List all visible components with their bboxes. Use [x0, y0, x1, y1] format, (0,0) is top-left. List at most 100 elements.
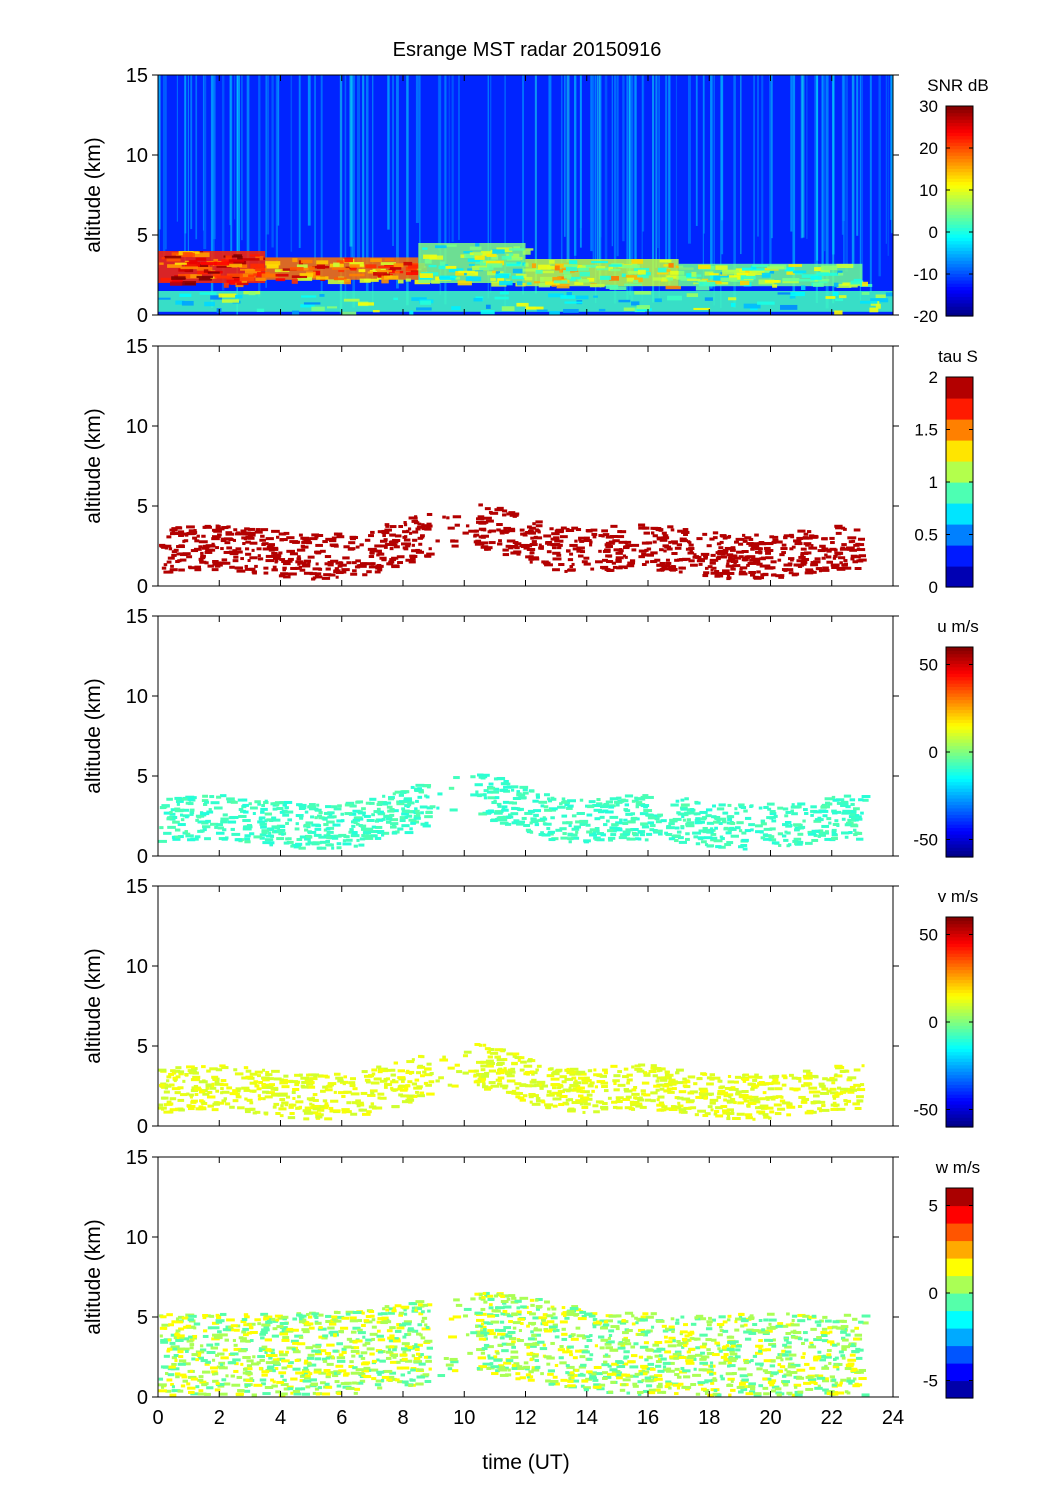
echo-pixel	[341, 568, 350, 572]
echo-pixel	[771, 540, 777, 544]
echo-pixel	[409, 1378, 416, 1382]
echo-pixel	[680, 798, 685, 802]
echo-pixel	[652, 534, 658, 538]
echo-pixel	[173, 835, 181, 839]
echo-pixel	[233, 1068, 238, 1072]
snr-streak	[444, 75, 447, 305]
snr-streak	[487, 75, 489, 266]
echo-pixel	[328, 573, 336, 577]
snr-speckle	[752, 264, 769, 267]
snr-speckle	[213, 258, 219, 264]
echo-pixel	[353, 816, 361, 820]
echo-pixel	[682, 818, 686, 822]
echo-pixel	[583, 562, 591, 566]
echo-pixel	[161, 804, 170, 808]
echo-pixel	[245, 1378, 253, 1382]
echo-pixel	[730, 821, 736, 825]
echo-pixel	[774, 540, 783, 544]
echo-pixel	[758, 541, 765, 545]
echo-pixel	[487, 1064, 494, 1068]
snr-speckle	[474, 255, 485, 260]
echo-pixel	[685, 837, 690, 841]
echo-pixel	[557, 1086, 562, 1090]
echo-pixel	[484, 1294, 488, 1298]
echo-pixel	[811, 570, 817, 574]
echo-pixel	[707, 1105, 713, 1109]
echo-pixel	[361, 833, 366, 837]
echo-pixel	[379, 544, 387, 548]
colorbar-segment	[946, 930, 973, 935]
echo-pixel	[733, 556, 739, 560]
echo-pixel	[546, 826, 551, 830]
echo-pixel	[328, 1322, 337, 1326]
echo-pixel	[214, 825, 219, 829]
echo-pixel	[297, 555, 301, 559]
snr-speckle	[161, 257, 167, 260]
echo-pixel	[340, 812, 344, 816]
echo-pixel	[211, 1333, 221, 1337]
echo-pixel	[699, 1345, 707, 1349]
echo-pixel	[599, 815, 605, 819]
snr-streak	[437, 75, 440, 251]
echo-pixel	[821, 537, 828, 541]
echo-pixel	[561, 814, 568, 818]
snr-speckle	[445, 244, 457, 247]
echo-pixel	[663, 1089, 672, 1093]
echo-pixel	[693, 1357, 697, 1361]
snr-speckle	[559, 276, 567, 280]
echo-pixel	[295, 1371, 304, 1375]
echo-pixel	[689, 811, 695, 815]
colorbar-segment	[946, 181, 973, 186]
echo-pixel	[265, 1070, 270, 1074]
echo-pixel	[298, 1317, 303, 1321]
colorbar-segment	[946, 1051, 973, 1056]
echo-pixel	[767, 1116, 772, 1120]
echo-pixel	[338, 833, 347, 837]
echo-pixel	[530, 818, 537, 822]
echo-pixel	[385, 814, 393, 818]
echo-pixel	[400, 1366, 410, 1370]
echo-pixel	[388, 1311, 395, 1315]
echo-pixel	[225, 1102, 231, 1106]
echo-pixel	[634, 796, 638, 800]
snr-streak	[579, 75, 582, 229]
snr-speckle	[492, 270, 499, 274]
echo-pixel	[826, 817, 832, 821]
echo-pixel	[212, 1102, 220, 1106]
echo-pixel	[194, 1077, 200, 1081]
echo-pixel	[220, 820, 228, 824]
echo-pixel	[245, 540, 251, 544]
echo-pixel	[520, 544, 530, 548]
snr-speckle	[160, 277, 176, 282]
colorbar-segment	[946, 966, 973, 971]
echo-pixel	[503, 779, 509, 783]
snr-streak	[740, 75, 742, 255]
echo-pixel	[303, 1366, 309, 1370]
echo-pixel	[414, 809, 420, 813]
snr-speckle	[761, 272, 771, 278]
echo-pixel	[219, 561, 225, 565]
echo-pixel	[318, 534, 324, 538]
echo-pixel	[199, 560, 207, 564]
snr-speckle	[377, 273, 382, 278]
echo-pixel	[166, 797, 173, 801]
snr-streak	[203, 75, 207, 250]
echo-pixel	[555, 828, 563, 832]
echo-pixel	[742, 533, 746, 537]
echo-pixel	[411, 1354, 415, 1358]
snr-speckle	[535, 269, 543, 274]
echo-pixel	[796, 559, 806, 563]
echo-pixel	[484, 1047, 491, 1051]
echo-pixel	[168, 547, 173, 551]
echo-pixel	[406, 1060, 415, 1064]
echo-pixel	[268, 548, 275, 552]
echo-pixel	[370, 530, 375, 534]
echo-pixel	[650, 551, 658, 555]
echo-pixel	[786, 831, 791, 835]
echo-pixel	[656, 1098, 660, 1102]
echo-pixel	[602, 533, 610, 537]
echo-pixel	[739, 803, 745, 807]
echo-pixel	[846, 1099, 852, 1103]
echo-pixel	[726, 562, 730, 566]
snr-speckle	[837, 272, 844, 276]
